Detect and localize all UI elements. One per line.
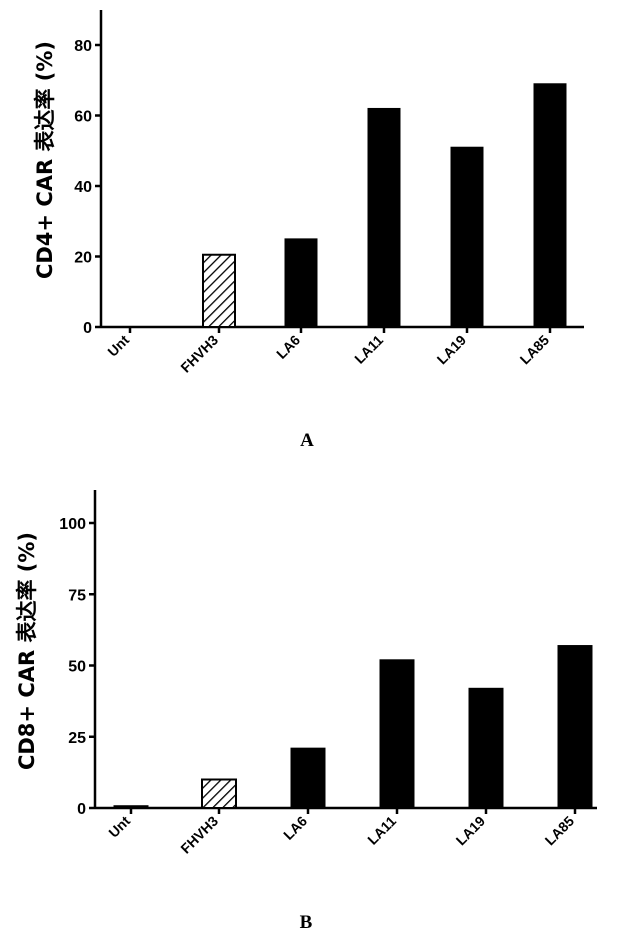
panel-label: A: [300, 430, 314, 451]
bar-fhvh3: [202, 253, 236, 328]
y-tick-label: 50: [68, 659, 86, 676]
y-axis-label: CD4+ CAR 表达率 (%): [33, 41, 57, 279]
y-tick-label: 80: [74, 38, 92, 55]
panel-label: B: [300, 912, 313, 933]
y-tick-label: 0: [83, 320, 92, 337]
bar-la19: [468, 687, 504, 809]
y-tick-label: 75: [68, 587, 86, 604]
x-tick-label-la19: LA19: [434, 332, 470, 368]
bar-la6: [284, 238, 318, 328]
x-tick-label-fhvh3: FHVH3: [177, 813, 221, 857]
bar-la85: [533, 83, 567, 328]
chart-b: 0 25 50 75 100 Unt FHVH3 LA6 LA11 LA19 LA85 CD8+ CA…: [15, 490, 597, 933]
x-tick-label-la11: LA11: [364, 813, 399, 848]
y-tick-label: 40: [74, 179, 92, 196]
y-tick-label: 20: [74, 250, 92, 267]
chart-a: 0 20 40 60 80 Unt FHVH3 LA6 LA11 LA19 LA85 CD4+ CAR…: [33, 10, 584, 451]
x-tick-label-la6: LA6: [273, 332, 303, 362]
x-tick-label-fhvh3: FHVH3: [177, 332, 221, 376]
x-tick-label-unt: Unt: [104, 332, 132, 360]
y-tick-label: 25: [68, 730, 86, 747]
y-tick-label: 0: [77, 801, 86, 818]
y-axis-label: CD8+ CAR 表达率 (%): [15, 532, 39, 770]
y-tick-label: 100: [59, 516, 86, 533]
x-tick-label-unt: Unt: [105, 813, 133, 841]
bar-fhvh3: [201, 778, 237, 809]
bar-la6: [290, 747, 326, 809]
x-tick-label-la19: LA19: [453, 813, 489, 849]
bar-la85: [557, 645, 593, 809]
bar-la11: [379, 659, 415, 809]
bar-la19: [450, 146, 484, 328]
x-tick-label-la6: LA6: [280, 813, 310, 843]
bar-la11: [367, 107, 401, 328]
x-tick-label-la11: LA11: [351, 332, 386, 367]
x-tick-label-la85: LA85: [542, 813, 578, 849]
bar-unt: [113, 805, 149, 809]
y-tick-label: 60: [74, 109, 92, 126]
x-tick-label-la85: LA85: [517, 332, 553, 368]
